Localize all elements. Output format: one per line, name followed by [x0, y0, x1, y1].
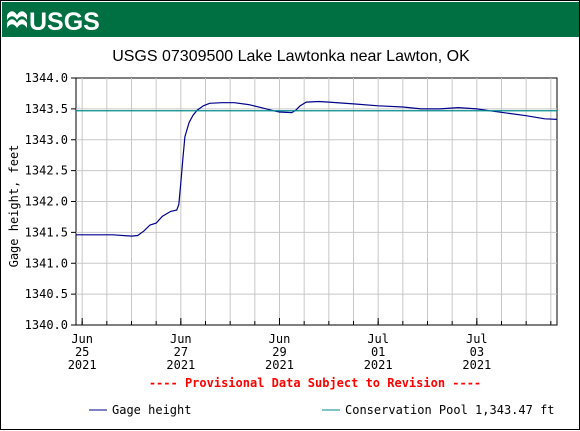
- x-tick-label: 27: [174, 345, 188, 359]
- x-tick-label: Jul: [466, 332, 488, 346]
- y-tick-label: 1341.0: [25, 256, 68, 270]
- legend-label-gage-height: Gage height: [112, 403, 191, 417]
- y-tick-label: 1342.0: [25, 195, 68, 209]
- provisional-note: ---- Provisional Data Subject to Revisio…: [149, 376, 481, 390]
- x-tick-label: 25: [75, 345, 89, 359]
- y-tick-label: 1343.5: [25, 102, 68, 116]
- y-tick-label: 1342.5: [25, 164, 68, 178]
- y-tick-label: 1340.0: [25, 318, 68, 332]
- usgs-logo: USGS: [7, 8, 100, 36]
- x-tick-label: Jul: [367, 332, 389, 346]
- grid-layer: [76, 78, 557, 325]
- x-tick-label: 01: [371, 345, 385, 359]
- x-tick-label: Jun: [269, 332, 291, 346]
- x-tick-label: 2021: [68, 358, 97, 372]
- x-tick-label: 29: [272, 345, 286, 359]
- y-axis-label: Gage height, feet: [7, 145, 21, 268]
- series-layer: [76, 100, 558, 237]
- x-tick-label: 2021: [462, 358, 491, 372]
- chart-title: USGS 07309500 Lake Lawtonka near Lawton,…: [112, 48, 470, 65]
- usgs-logo-text: USGS: [29, 8, 100, 36]
- x-tick-label: Jun: [71, 332, 93, 346]
- x-tick-label: 2021: [265, 358, 294, 372]
- y-axis: 1340.0 1340.5 1341.0 1341.5 1342.0 1342.5 1343…: [25, 71, 76, 332]
- series-line-gage-height: [76, 100, 558, 237]
- legend: Gage height Conservation Pool 1,343.47 f…: [89, 403, 555, 417]
- usgs-logo-wave-icon: [7, 11, 27, 28]
- legend-label-conservation-pool: Conservation Pool 1,343.47 ft: [345, 403, 555, 417]
- y-tick-label: 1341.5: [25, 225, 68, 239]
- x-tick-label: Jun: [170, 332, 192, 346]
- x-tick-label: 2021: [364, 358, 393, 372]
- x-tick-label: 03: [470, 345, 484, 359]
- y-tick-label: 1344.0: [25, 71, 68, 85]
- x-tick-label: 2021: [166, 358, 195, 372]
- header-band: [2, 2, 579, 37]
- x-axis: Jun252021Jun272021Jun292021Jul012021Jul0…: [68, 318, 552, 372]
- y-tick-label: 1340.5: [25, 287, 68, 301]
- y-tick-label: 1343.0: [25, 133, 68, 147]
